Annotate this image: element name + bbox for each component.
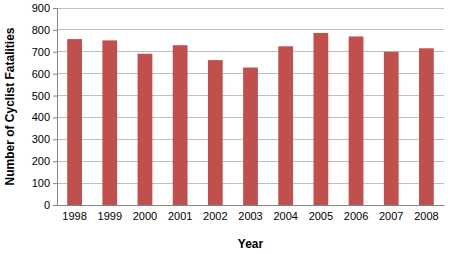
y-tick-label: 200 [32,155,50,167]
y-tick-label: 500 [32,90,50,102]
x-tick-label: 2004 [273,210,297,222]
y-tick-mark [53,161,57,162]
y-tick-label: 300 [32,133,50,145]
x-tick-label: 2001 [168,210,192,222]
y-axis-line [53,9,58,206]
y-tick-label: 400 [32,111,50,123]
y-tick-mark [53,205,57,206]
grid-line [57,29,444,30]
y-tick: 900 [32,2,57,14]
x-tick-label: 2003 [238,210,262,222]
y-tick-label: 0 [44,199,50,211]
y-tick: 400 [32,111,57,123]
x-axis: 1998 1999 2000 2001 2002 2003 2004 2005 2006 2007… [58,205,445,222]
x-tick: 2006 [344,205,368,222]
x-axis-line [58,205,445,206]
bar [173,45,188,205]
chart: 0 100 200 300 400 500 600 700 800 900 1998 1999 2000… [0,0,450,254]
bar [384,52,399,205]
y-tick: 600 [32,68,57,80]
y-tick-mark [53,8,57,9]
bar [243,68,258,205]
x-tick: 2004 [273,205,297,222]
grid-line [57,8,444,9]
y-tick-mark [53,74,57,75]
bar [102,40,117,205]
y-tick: 500 [32,90,57,102]
x-tick-label: 1999 [98,210,122,222]
bar [208,60,223,205]
y-axis: 0 100 200 300 400 500 600 700 800 900 [32,2,58,211]
y-tick: 300 [32,133,57,145]
y-tick-mark [53,96,57,97]
y-tick-mark [53,52,57,53]
grid [57,8,444,205]
bars [67,33,434,205]
y-axis-title: Number of Cyclist Fatalities [3,27,17,185]
x-tick-label: 2008 [414,210,438,222]
y-tick-mark [53,183,57,184]
y-tick-mark [53,30,57,31]
bar [313,33,328,205]
y-tick-mark [53,117,57,118]
x-axis-title: Year [238,237,264,251]
x-tick-label: 2005 [309,210,333,222]
bar [67,39,82,205]
bar [349,36,364,205]
x-tick: 2005 [309,205,333,222]
y-tick-label: 700 [32,46,50,58]
y-tick: 200 [32,155,57,167]
x-tick: 1998 [62,205,86,222]
y-tick-label: 800 [32,24,50,36]
bar [278,46,293,205]
x-tick-label: 1998 [62,210,86,222]
x-tick: 2002 [203,205,227,222]
y-tick: 700 [32,46,57,58]
y-tick-label: 100 [32,177,50,189]
y-tick: 800 [32,24,57,36]
x-tick: 2008 [414,205,438,222]
x-tick-label: 2000 [133,210,157,222]
x-tick-label: 2007 [379,210,403,222]
x-tick: 2001 [168,205,192,222]
bar [419,48,434,205]
y-tick: 100 [32,177,57,189]
x-tick: 1999 [98,205,122,222]
x-tick: 2000 [133,205,157,222]
plot-area: 0 100 200 300 400 500 600 700 800 900 1998 1999 2000… [32,2,445,222]
x-tick: 2003 [238,205,262,222]
bar [138,54,153,205]
x-tick: 2007 [379,205,403,222]
y-tick: 0 [44,199,57,211]
y-tick-mark [53,139,57,140]
y-tick-label: 600 [32,68,50,80]
x-tick-label: 2006 [344,210,368,222]
x-tick-label: 2002 [203,210,227,222]
y-tick-label: 900 [32,2,50,14]
